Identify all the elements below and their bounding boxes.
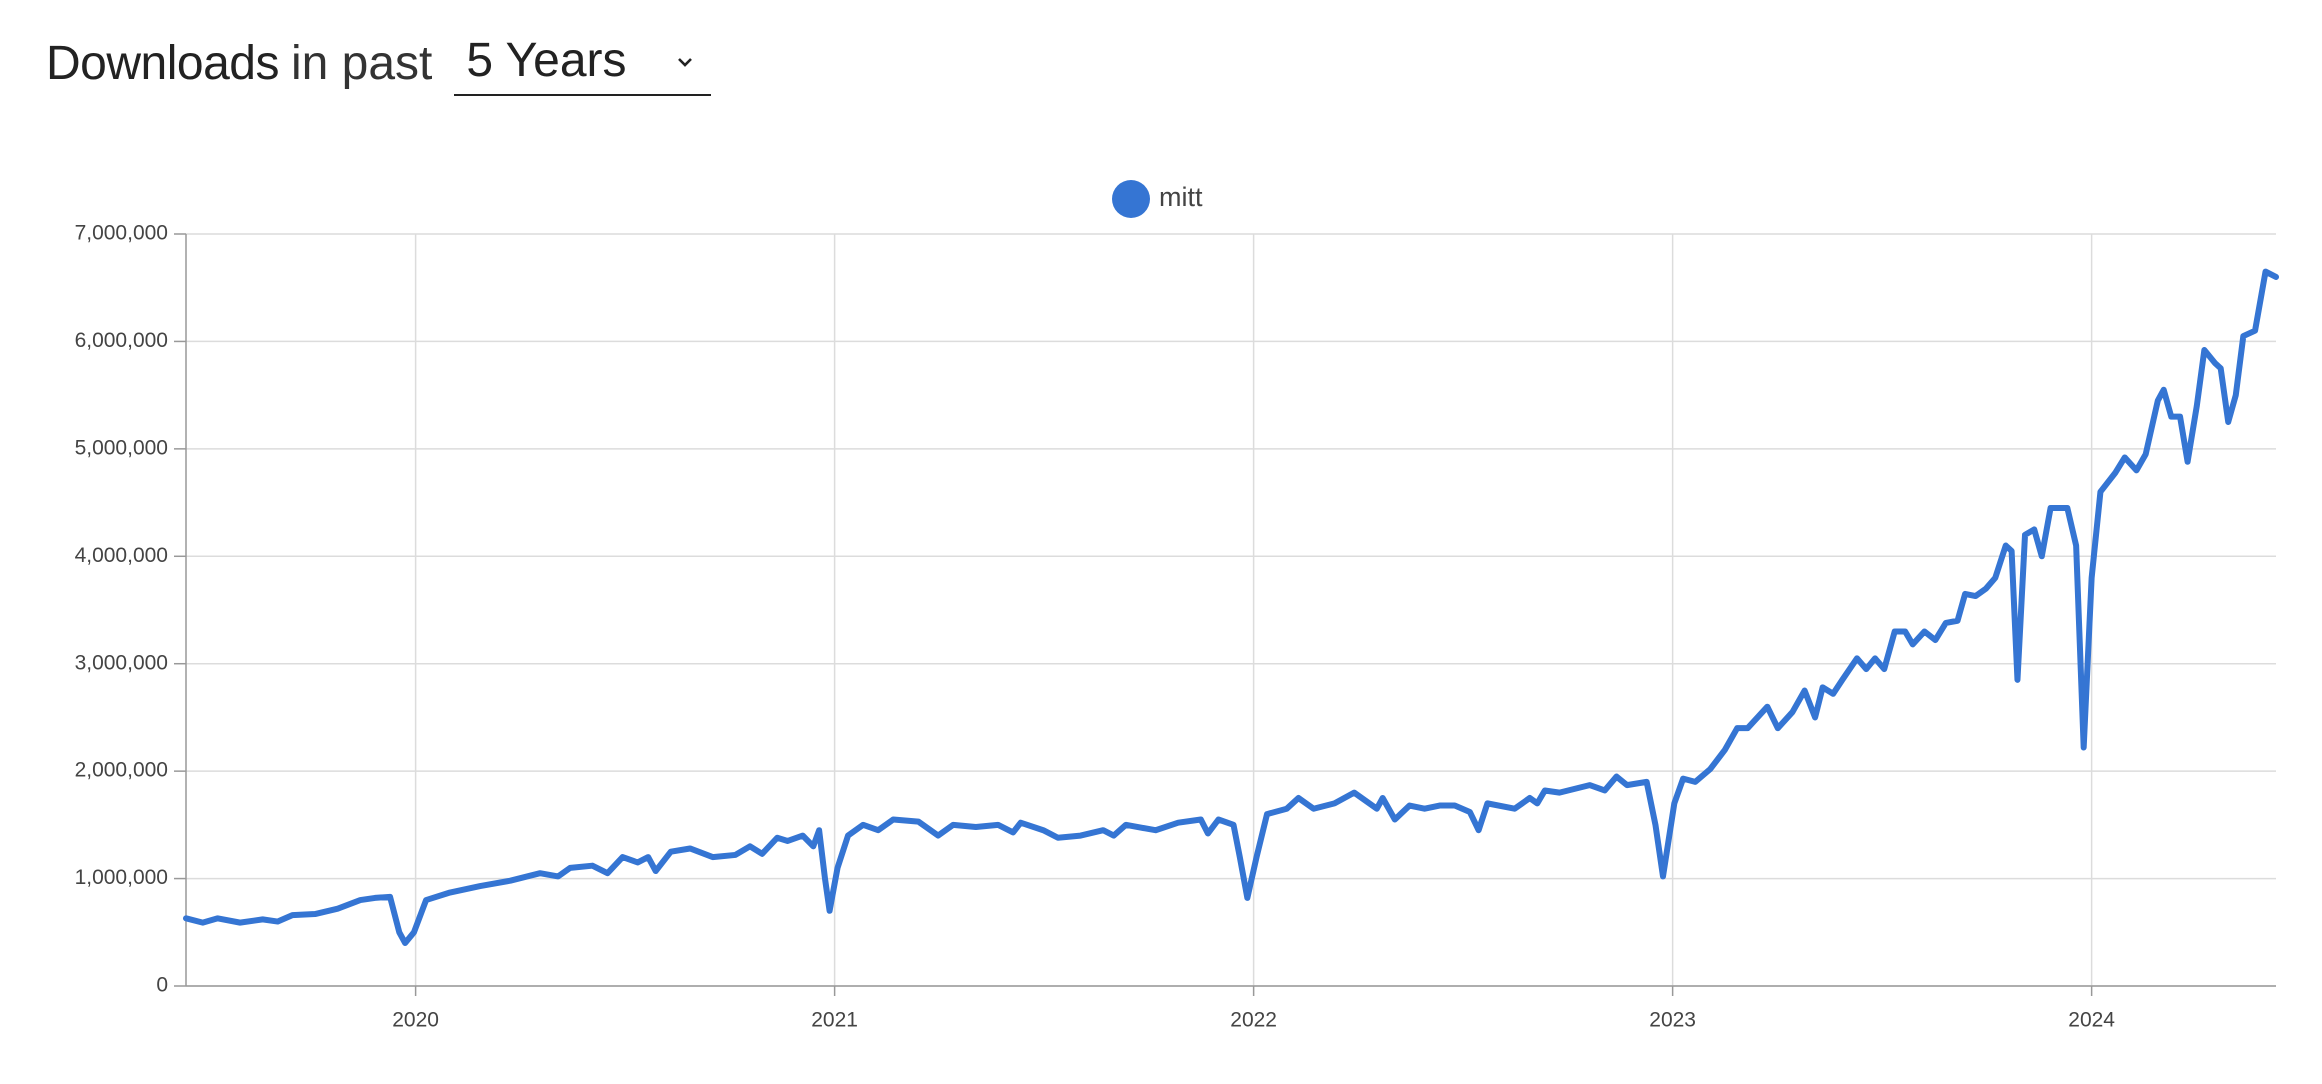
y-tick-label: 1,000,000 <box>75 866 168 889</box>
subtitle: in past <box>290 36 433 90</box>
x-tick-label: 2020 <box>392 1009 439 1032</box>
x-tick-label: 2021 <box>811 1009 858 1032</box>
y-tick-label: 3,000,000 <box>75 651 168 674</box>
x-tick-label: 2024 <box>2068 1009 2115 1032</box>
legend-swatch <box>1112 180 1150 218</box>
select-value: 5 Years <box>466 34 627 87</box>
y-tick-label: 5,000,000 <box>75 436 168 459</box>
y-tick-label: 2,000,000 <box>75 759 168 782</box>
chevron <box>678 58 693 67</box>
header: Downloads in past 5 Years <box>46 28 712 98</box>
y-tick-label: 0 <box>156 974 168 997</box>
y-tick-label: 4,000,000 <box>75 544 168 567</box>
y-tick-label: 7,000,000 <box>75 222 168 245</box>
series-line <box>183 268 2279 947</box>
y-tick-label: 6,000,000 <box>75 329 168 352</box>
title: Downloads <box>46 36 279 90</box>
legend-label: mitt <box>1159 182 1203 212</box>
x-tick-label: 2023 <box>1649 1009 1696 1032</box>
x-tick-label: 2022 <box>1230 1009 1277 1032</box>
period-select[interactable]: 5 Years <box>454 30 712 96</box>
